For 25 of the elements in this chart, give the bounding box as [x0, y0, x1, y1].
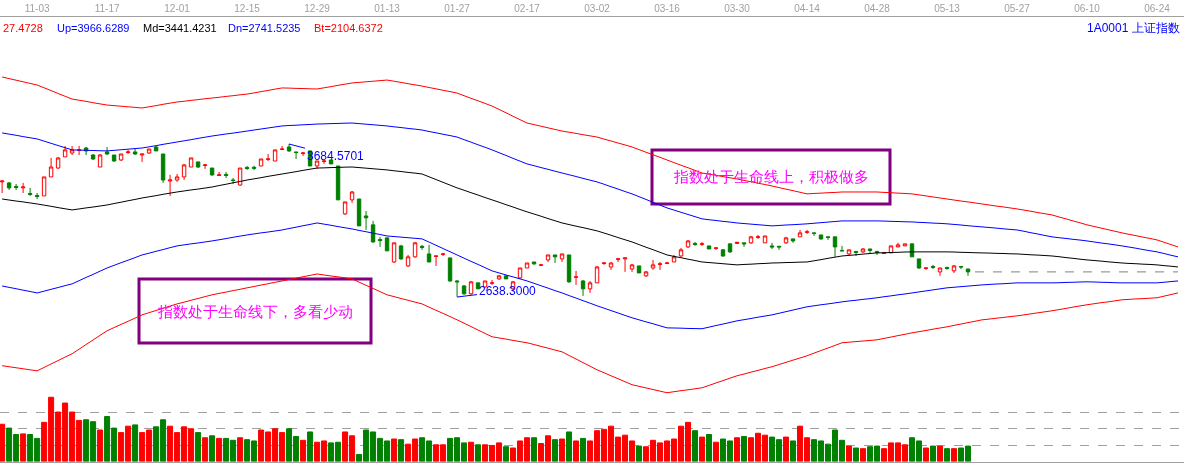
x-tick-label: 12-15 — [234, 3, 261, 14]
x-tick-label: 06-10 — [1074, 3, 1101, 14]
text: Md=3441.4231 — [143, 22, 217, 34]
x-tick-label: 03-02 — [584, 3, 611, 14]
x-tick-label: 01-13 — [374, 3, 401, 14]
x-tick-label: 12-29 — [304, 3, 331, 14]
text: 1A0001 上证指数 — [1087, 21, 1180, 35]
x-tick-label: 01-27 — [444, 3, 471, 14]
x-tick-label: 02-17 — [514, 3, 541, 14]
text: Up=3966.6289 — [57, 22, 130, 34]
x-tick-label: 04-14 — [794, 3, 821, 14]
x-tick-label: 06-24 — [1144, 3, 1171, 14]
x-tick-label: 11-03 — [24, 3, 50, 14]
text: 指数处于生命线下，多看少动 — [157, 303, 353, 320]
x-tick-label: 05-13 — [934, 3, 961, 14]
text: Bt=2104.6372 — [314, 22, 383, 34]
text: 27.4728 — [3, 22, 43, 34]
text: Dn=2741.5235 — [228, 22, 301, 34]
x-tick-label: 03-16 — [654, 3, 681, 14]
x-tick-label: 12-01 — [164, 3, 191, 14]
x-tick-label: 03-30 — [724, 3, 751, 14]
x-tick-label: 11-17 — [94, 3, 120, 14]
annotation: 2638.3000 — [479, 284, 537, 298]
x-tick-label: 05-27 — [1004, 3, 1031, 14]
x-tick-label: 04-28 — [864, 3, 891, 14]
